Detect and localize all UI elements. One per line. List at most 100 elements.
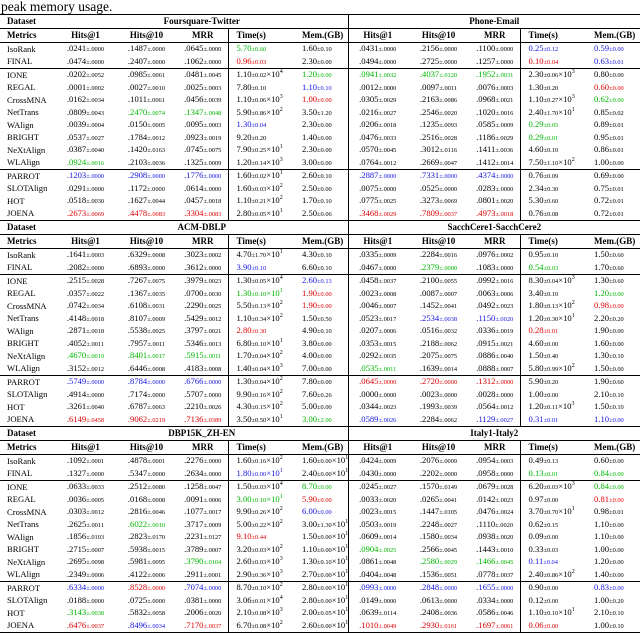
metric-value: .6149±.0458 — [66, 413, 105, 424]
std-dev: ±.0000 — [203, 173, 222, 180]
std-dev: ±.0000 — [203, 585, 222, 592]
metric-value: 4.60±0.10 — [528, 144, 559, 154]
metric-value: .2908±.0000 — [127, 170, 166, 181]
value-cell: 1.70±0.04×102 — [227, 350, 294, 363]
metric-value: .0645±.0000 — [184, 43, 222, 53]
std-dev: ±.0000 — [439, 585, 458, 592]
std-dev: ±.0029 — [439, 559, 458, 566]
exponent: ×101 — [331, 556, 349, 566]
value-cell: .0336±.0019 — [470, 325, 520, 338]
value-cell: 8.70±0.00 — [294, 480, 349, 494]
std-dev: ±.0062 — [439, 416, 458, 424]
value-cell: 0.83±0.00 — [586, 581, 640, 595]
metric-value: .7136±.0389 — [184, 413, 222, 424]
method-name: BRIGHT — [7, 132, 39, 142]
method-name: WAlign — [7, 325, 34, 336]
value-cell: .4914±.0000 — [56, 389, 115, 402]
metric-value: .0023±.0000 — [419, 388, 458, 399]
std-dev: ±.0023 — [378, 404, 397, 411]
std-dev: ±.0008 — [203, 365, 222, 373]
value-cell: .0387±.0040 — [56, 144, 115, 157]
value-cell: .2202±.0000 — [407, 468, 470, 481]
value-cell: 1.10±0.00 — [586, 414, 640, 427]
value-cell: 0.85±0.02 — [586, 107, 640, 120]
method-name: NetTrans — [7, 313, 39, 323]
value-cell: 1.10±0.02×104 — [227, 68, 294, 82]
std-dev: ±.0015 — [378, 509, 397, 516]
std-dev: ±.0000 — [495, 185, 514, 193]
metric-value: .1993±.0039 — [419, 401, 458, 411]
metric-value: .2911±.0001 — [184, 568, 222, 579]
value-cell: .0046±.0007 — [347, 300, 408, 313]
value-cell: 1.10±0.10×101 — [519, 607, 587, 620]
results-tables-container: Dataset Foursquare-Twitter Phone-Email Metr… — [0, 14, 640, 633]
std-dev: ±.0046 — [147, 509, 166, 516]
metric-value: 0.31±0.01 — [528, 413, 559, 424]
value-cell: 0.95±0.01 — [586, 132, 640, 145]
value-cell: .1011±.0061 — [115, 94, 178, 107]
table-row: CrossMNA .0742±.0034 .6108±.0031 .2290±.002… — [0, 300, 640, 313]
std-dev: ±0.10 — [251, 84, 267, 92]
metric-value: .1110±.0020 — [476, 518, 514, 529]
metric-value: 1.90±0.00 — [302, 287, 332, 298]
std-dev: ±.0029 — [378, 210, 397, 218]
std-dev: ±0.40 — [543, 353, 559, 360]
value-cell: .2276±.0000 — [178, 455, 228, 468]
metric-value: 6.70±0.08×102 — [236, 619, 283, 630]
exponent: ×103 — [266, 568, 283, 579]
std-dev: ±.0048 — [203, 109, 222, 117]
metric-value: .6334±.0000 — [66, 582, 105, 593]
value-cell: .4478±.0083 — [115, 208, 178, 221]
std-dev: ±.0020 — [439, 109, 458, 117]
std-dev: ±.0120 — [439, 72, 458, 79]
value-cell: .1367±.0035 — [115, 288, 178, 301]
value-cell: .0778±.0037 — [470, 569, 520, 582]
std-dev: ±.0061 — [147, 97, 165, 104]
metric-value: .0801±.0020 — [476, 195, 514, 205]
column-header: Hits@1 — [56, 28, 115, 43]
metric-value: .2231±.0127 — [184, 531, 222, 541]
value-cell: 1.30±0.04 — [227, 119, 294, 132]
metric-value: 6.60±0.10 — [302, 261, 332, 272]
metric-value: .5429±.0012 — [184, 312, 222, 323]
metric-value: .1784±.0012 — [127, 131, 166, 142]
metric-value: .0025±.0003 — [184, 81, 222, 92]
std-dev: ±.0037 — [86, 622, 105, 630]
metric-value: .1641±.0003 — [66, 249, 105, 259]
metric-value: .2349±.0006 — [66, 568, 105, 579]
metric-value: 1.20±0.11×103 — [528, 401, 575, 411]
value-cell: .2231±.0127 — [178, 531, 228, 544]
value-cell: 1.30±0.04×102 — [227, 375, 294, 389]
value-cell: .3789±.0007 — [178, 544, 228, 557]
std-dev: ±0.00 — [609, 546, 624, 554]
method-name: IONE — [0, 274, 56, 288]
value-cell: 1.50±0.10 — [586, 401, 640, 414]
std-dev: ±0.30 — [251, 328, 267, 335]
std-dev: ±.0021 — [495, 97, 514, 104]
metric-value: .0012±.0000 — [359, 81, 397, 92]
value-cell: .0645±.0000 — [347, 375, 408, 389]
std-dev: ±.0149 — [439, 484, 458, 491]
method-name: IsoRank — [7, 249, 36, 260]
std-dev: ±0.01 — [609, 210, 624, 218]
exponent: ×101 — [266, 337, 283, 348]
dataset-label: Dataset — [0, 14, 56, 29]
exponent: ×101 — [331, 543, 349, 554]
std-dev: ±0.03 — [251, 559, 267, 566]
metric-value: .3023±.0002 — [184, 249, 222, 259]
std-dev: ±0.10 — [251, 496, 267, 504]
std-dev: ±.0010 — [147, 521, 166, 529]
std-dev: ±.0038 — [86, 610, 105, 617]
value-cell: .5538±.0025 — [115, 325, 178, 338]
metric-value: .3789±.0007 — [184, 543, 222, 554]
std-dev: ±.0062 — [439, 340, 458, 348]
metric-value: 0.59±0.00 — [594, 43, 624, 53]
std-dev: ±.0021 — [495, 340, 514, 348]
value-cell: .5707±.0000 — [178, 389, 228, 402]
std-dev: ±0.01 — [543, 470, 559, 478]
std-dev: ±.0083 — [203, 210, 222, 218]
metrics-header-row: Metrics Hits@1 Hits@10 MRR Time(s) Mem.(GB) Hi… — [0, 28, 640, 43]
value-cell: .0381±.0000 — [178, 595, 228, 608]
value-cell: .0241±.0000 — [56, 43, 115, 56]
exponent: ×101 — [266, 144, 283, 154]
